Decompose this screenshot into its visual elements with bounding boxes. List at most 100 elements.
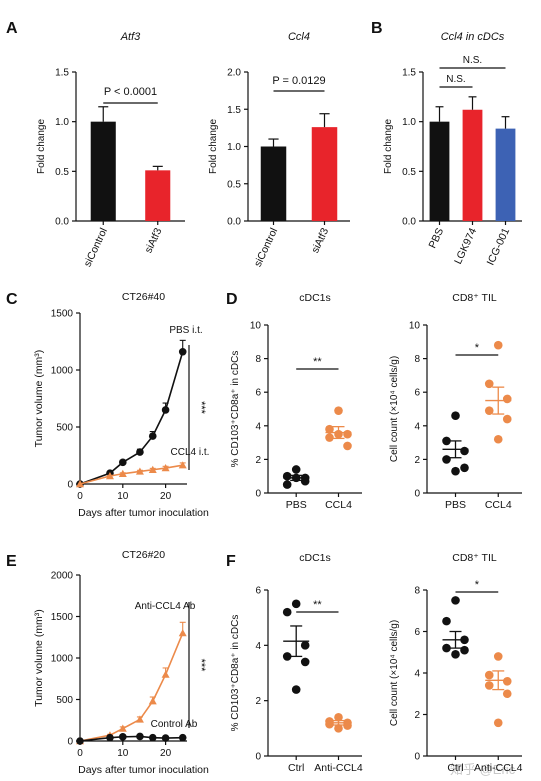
- data-point: [460, 645, 469, 655]
- data-point-circle: [136, 448, 144, 456]
- bar: [90, 121, 116, 221]
- y-tick-label: 6: [255, 586, 261, 597]
- y-tick-label: 2: [255, 696, 261, 707]
- x-tick-label: 10: [117, 748, 129, 759]
- data-point-circle: [136, 732, 144, 741]
- x-tick-label: Ctrl: [447, 762, 463, 774]
- y-tick-label: 0.5: [402, 167, 416, 178]
- y-tick-label: 6: [414, 627, 420, 638]
- chart-title: Atf3: [120, 31, 141, 43]
- data-point: [460, 446, 469, 456]
- x-tick-label: siAtf3: [142, 226, 164, 255]
- chart-F2: 0 2 4 6 8 Ctrl Anti-CCL4 CD8⁺ TIL Cell count (×1…: [389, 552, 523, 774]
- chart-title: CT26#20: [122, 549, 165, 561]
- y-tick-label: 0.5: [55, 167, 69, 178]
- y-tick-label: 2: [414, 710, 420, 721]
- panel-letter-d: D: [226, 291, 238, 308]
- chart-title: CT26#40: [122, 291, 165, 303]
- data-point: [502, 677, 512, 686]
- y-tick-label: 1500: [51, 309, 74, 320]
- data-point: [502, 414, 512, 424]
- data-point: [484, 670, 494, 680]
- y-tick-label: 1000: [51, 366, 74, 377]
- series-label: Anti-CCL4 Ab: [135, 601, 196, 612]
- y-tick-label: 4: [414, 669, 420, 680]
- x-tick-label: CCL4: [485, 499, 512, 511]
- ns-label: N.S.: [446, 74, 465, 85]
- y-tick-label: 4: [255, 641, 261, 652]
- chart-C: 0 500 1000 1500 0 10 20 Days after tumor inocul…: [33, 291, 209, 519]
- y-axis-label: % CD103⁺CD8a⁺ in cDCs: [230, 615, 241, 732]
- significance-stars: **: [313, 599, 322, 611]
- p-value-label: P = 0.0129: [272, 75, 325, 87]
- data-point-circle: [119, 458, 127, 467]
- y-tick-label: 8: [414, 354, 420, 365]
- x-tick-label: 0: [77, 748, 83, 759]
- p-value-label: P < 0.0001: [104, 86, 157, 98]
- y-axis-label: Tumor volume (mm³): [33, 350, 45, 448]
- y-axis-label: Tumor volume (mm³): [33, 609, 45, 707]
- data-point: [343, 441, 352, 451]
- data-point-circle: [161, 734, 170, 742]
- data-point: [325, 433, 334, 442]
- chart-title: cDC1s: [299, 552, 331, 564]
- y-axis-label: Cell count (×10⁴ cells/g): [389, 356, 400, 462]
- watermark-text: 知乎 @Eric: [450, 762, 516, 777]
- data-point-circle: [161, 406, 170, 414]
- bar: [260, 146, 287, 221]
- data-point: [300, 657, 310, 667]
- panel-letter-f: F: [226, 553, 236, 570]
- data-point: [334, 406, 343, 415]
- data-point: [484, 406, 494, 415]
- ns-label: N.S.: [463, 55, 482, 66]
- y-tick-label: 2000: [51, 571, 74, 582]
- y-tick-label: 0: [255, 489, 261, 500]
- x-axis-label: Days after tumor inoculation: [78, 507, 209, 519]
- data-point: [442, 436, 451, 446]
- x-tick-label: CCL4: [325, 499, 352, 511]
- data-point: [460, 463, 469, 473]
- data-point-triangle: [135, 715, 144, 723]
- y-tick-label: 500: [56, 423, 73, 434]
- panel-letter-e: E: [6, 553, 17, 570]
- y-axis-label: Cell count (×10⁴ cells/g): [389, 620, 400, 726]
- y-tick-label: 8: [255, 354, 261, 365]
- data-point: [282, 480, 292, 489]
- x-tick-label: Anti-CCL4: [474, 762, 523, 774]
- y-tick-label: 2: [255, 455, 261, 466]
- panel-letter-c: C: [6, 291, 18, 308]
- data-point: [291, 465, 301, 474]
- y-tick-label: 1.0: [402, 117, 416, 128]
- y-tick-label: 1.0: [227, 142, 241, 153]
- y-tick-label: 0.0: [227, 217, 241, 228]
- x-tick-label: PBS: [426, 226, 446, 250]
- data-point-triangle: [135, 467, 144, 475]
- data-point-triangle: [178, 461, 187, 469]
- y-tick-label: 1000: [51, 654, 74, 665]
- data-point: [493, 340, 503, 350]
- series-label: PBS i.t.: [169, 325, 202, 336]
- series-label: CCL4 i.t.: [171, 447, 210, 458]
- panel-letter-b: B: [371, 20, 383, 37]
- y-tick-label: 6: [414, 388, 420, 399]
- y-tick-label: 1.5: [402, 68, 416, 79]
- data-point-triangle: [178, 629, 187, 637]
- x-tick-label: 20: [160, 748, 172, 759]
- data-point: [282, 652, 292, 661]
- significance-stars: *: [475, 579, 480, 591]
- bar: [311, 127, 338, 221]
- series-label: Control Ab: [151, 719, 198, 730]
- data-point: [493, 652, 503, 661]
- chart-title: cDC1s: [299, 292, 331, 304]
- x-tick-label: ICG-001: [485, 226, 513, 267]
- data-point-circle: [178, 733, 187, 742]
- data-point-triangle: [105, 472, 114, 480]
- chart-E: 0 500 1000 1500 2000 0 10 20 Days after tumor in…: [33, 549, 209, 776]
- data-point: [502, 689, 512, 699]
- chart-B: 0.0 0.5 1.0 1.5 PBS LGK974 ICG-001 Ccl4 in cDCs…: [383, 31, 522, 267]
- data-point: [493, 718, 503, 728]
- data-point: [325, 719, 334, 729]
- y-tick-label: 1.5: [55, 68, 69, 79]
- y-tick-label: 1.0: [55, 117, 69, 128]
